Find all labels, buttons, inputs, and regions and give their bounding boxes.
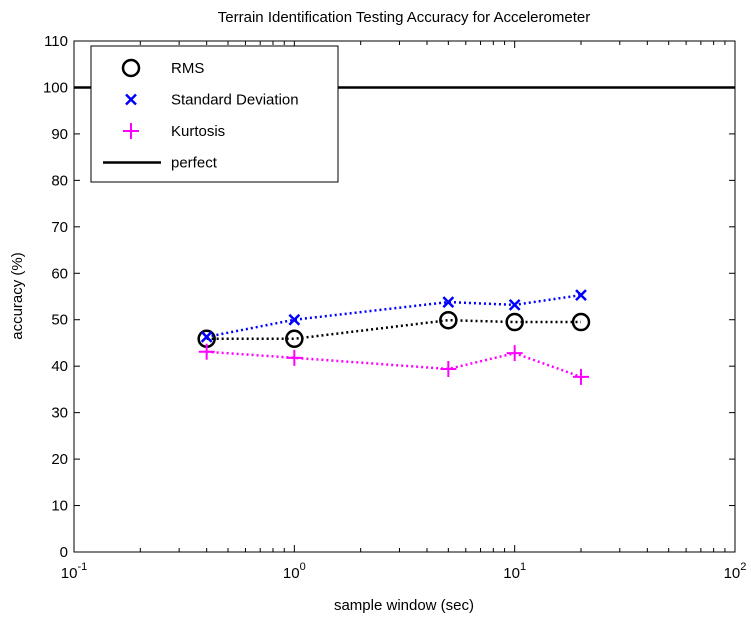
x-axis-label: sample window (sec) xyxy=(334,597,474,614)
marker xyxy=(200,331,213,343)
marker xyxy=(506,345,523,362)
marker xyxy=(286,349,303,366)
marker xyxy=(575,289,587,301)
y-axis-label: accuracy (%) xyxy=(9,252,26,340)
y-tick-label: 50 xyxy=(51,312,68,329)
legend-label: RMS xyxy=(171,60,204,77)
marker xyxy=(125,93,137,106)
y-tick-label: 110 xyxy=(44,33,68,50)
marker xyxy=(571,312,591,332)
marker xyxy=(505,312,524,332)
marker xyxy=(198,343,215,360)
x-tick-label: 101 xyxy=(503,561,526,582)
y-tick-label: 100 xyxy=(43,79,68,96)
marker xyxy=(508,298,521,311)
marker xyxy=(442,296,455,308)
marker xyxy=(440,360,457,377)
marker xyxy=(288,313,301,326)
y-tick-label: 10 xyxy=(51,498,68,515)
y-tick-label: 90 xyxy=(51,126,68,143)
legend-label: Standard Deviation xyxy=(171,92,299,109)
marker xyxy=(123,123,139,139)
x-tick-label: 100 xyxy=(283,561,306,582)
y-tick-label: 30 xyxy=(51,405,68,422)
chart-title: Terrain Identification Testing Accuracy … xyxy=(218,9,590,26)
marker xyxy=(572,368,589,385)
legend-label: perfect xyxy=(171,155,218,172)
marker xyxy=(439,310,458,330)
series-line xyxy=(206,318,581,341)
marker xyxy=(285,329,304,349)
legend-label: Kurtosis xyxy=(171,123,225,140)
y-tick-label: 40 xyxy=(51,358,68,375)
marker xyxy=(121,58,141,78)
x-tick-label: 102 xyxy=(724,561,747,582)
y-tick-label: 80 xyxy=(51,172,68,189)
y-tick-label: 60 xyxy=(51,265,68,282)
y-tick-label: 0 xyxy=(60,544,68,561)
y-tick-label: 70 xyxy=(51,219,68,236)
y-tick-label: 20 xyxy=(51,451,68,468)
x-tick-label: 10-1 xyxy=(61,561,87,582)
legend-box xyxy=(90,45,339,183)
